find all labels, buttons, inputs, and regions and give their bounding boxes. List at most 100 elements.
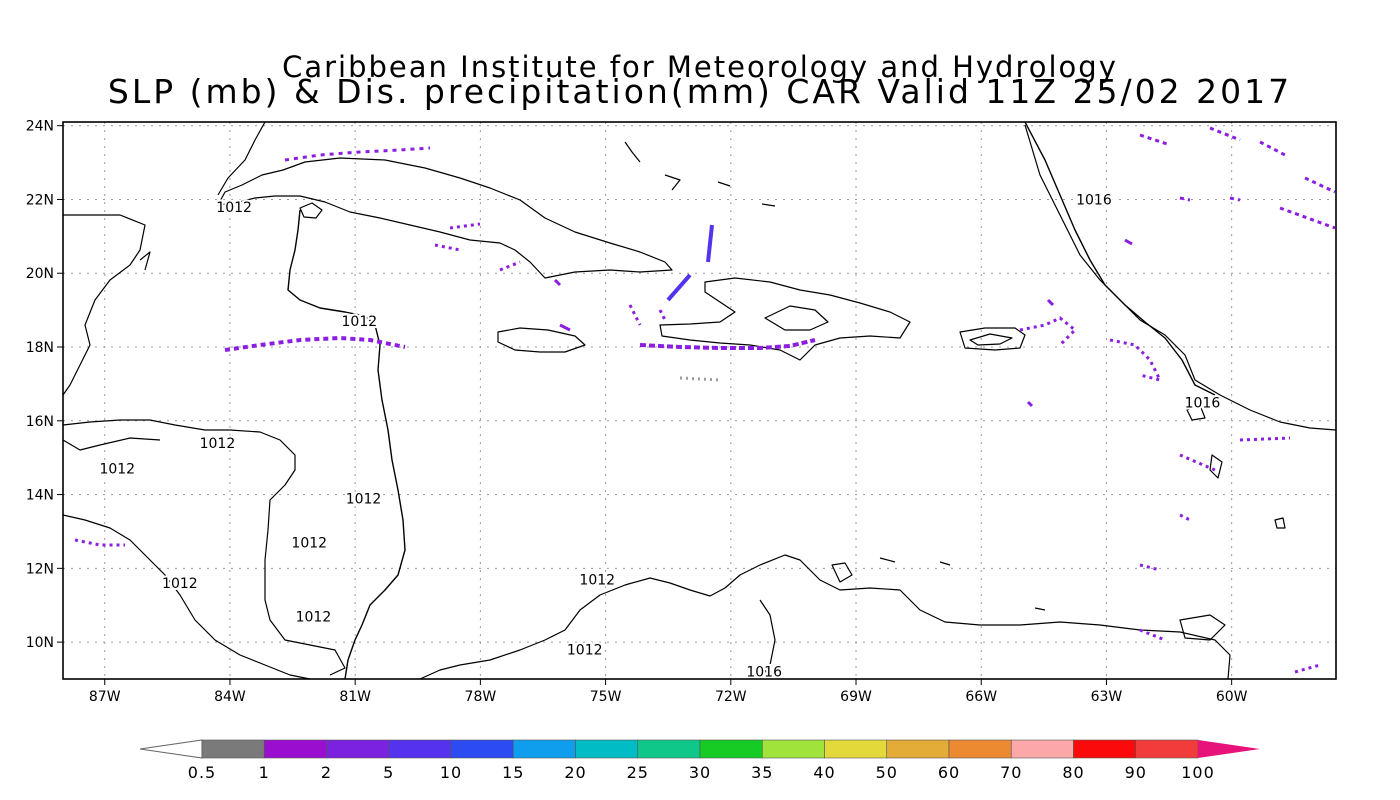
chart-subtitle: SLP (mb) & Dis. precipitation(mm) CAR Va… [107,72,1293,111]
coastline-hispaniola-inner [764,305,829,331]
precip-cuba-east [434,222,521,272]
coastline-bahamas-3 [717,181,731,187]
precipitation [74,126,1336,674]
colorbar-label: 100 [1181,763,1215,782]
coastline-lake-maracaibo [759,599,776,680]
colorbar-label: 35 [751,763,773,782]
coastline-trinidad [1179,614,1226,641]
colorbar-swatch [1135,739,1199,759]
colorbar-swatch [263,739,327,759]
colorbar-swatch [886,739,950,759]
precip-east-islands [1139,436,1321,674]
colorbar-label: 5 [383,763,394,782]
coastline-hispaniola [659,277,911,361]
coastline-florida-keys [217,121,266,196]
isobar-label: 1012 [291,536,327,552]
colorbar-label: 1 [259,763,270,782]
map-frame [62,121,1337,680]
coastline-abc-islands [879,557,1046,611]
colorbar-swatch [201,739,265,759]
isobar-label: 1012 [342,314,378,330]
colorbar-low-end [139,739,203,759]
isobar-label: 1012 [346,491,382,507]
coastline-yucatan [62,214,146,396]
coastline-jamaica [497,327,586,353]
lat-tick-label: 10N [26,635,54,651]
lat-tick-label: 22N [26,192,54,208]
precip-haiti-central [628,304,667,326]
precip-haiti-west [666,273,692,302]
lon-tick-label: 66W [965,689,997,705]
colorbar-swatch [326,739,390,759]
coastline-bahamas-4 [761,203,776,207]
lon-tick-label: 75W [590,689,622,705]
isobar-label: 1012 [216,200,252,216]
coastline-bahamas-1 [624,141,641,163]
isobar-1016-east [1024,121,1216,396]
colorbar-high-end [1198,740,1260,758]
colorbar-label: 25 [627,763,649,782]
lon-tick-label: 87W [89,689,121,705]
isobar-labels: 1012 1012 1012 1012 1012 1012 1012 1012 1012 1012… [97,190,1222,682]
colorbar-swatch [761,739,825,759]
coastline-central-america-pacific [62,514,311,680]
colorbar-swatch [575,739,639,759]
colorbar-label: 80 [1062,763,1084,782]
coastline-small-island-3 [1274,517,1286,529]
coastline-paraguana [831,562,853,583]
isobars [287,121,1216,680]
precip-lesser-antilles [1109,338,1163,383]
lon-tick-label: 81W [339,689,371,705]
lat-tick-label: 24N [26,119,54,135]
isobar-label: 1016 [1185,395,1221,411]
colorbar-swatch [512,739,576,759]
precip-haiti-south [639,338,816,350]
coastline-small-island-1 [1186,404,1206,421]
colorbar-label: 90 [1125,763,1147,782]
precip-ne-streaks [1139,126,1336,230]
coastline-bahamas-2 [664,174,681,191]
lon-tick-label: 69W [840,689,872,705]
lon-tick-label: 60W [1216,689,1248,705]
coastline-small-island-2 [1209,454,1223,479]
colorbar-label: 15 [502,763,524,782]
colorbar-label: 40 [813,763,835,782]
colorbar-label: 60 [938,763,960,782]
chart-title: Caribbean Institute for Meteorology and … [282,50,1118,84]
isobar-label: 1012 [296,609,332,625]
colorbar-label: 70 [1000,763,1022,782]
precip-cuba-north [284,146,431,162]
colorbar-label: 10 [440,763,462,782]
precip-honduras [74,538,125,547]
lat-tick-label: 18N [26,340,54,356]
coastline-puerto-rico [959,327,1026,351]
lat-tick-label: 16N [26,414,54,430]
precip-pr-east [1019,316,1078,347]
colorbar-swatch [388,739,452,759]
precip-jamaica-west [224,335,406,352]
lon-tick-label: 84W [214,689,246,705]
coastlines [62,121,1337,680]
axis-labels: 24N 22N 20N 18N 16N 14N 12N 10N 87W 84W 81W 78W 75W 7… [26,119,1248,705]
lat-tick-label: 14N [26,488,54,504]
isobar-label: 1012 [579,572,615,588]
isobar-label: 1016 [746,665,782,681]
colorbar-swatch [450,739,514,759]
precip-windward-passage [706,224,714,263]
isobar-label: 1012 [567,642,603,658]
coastline-atlantic-ridge [1024,124,1337,431]
isobar-label: 1016 [1076,192,1112,208]
coastline-honduras-north [62,419,346,676]
coastline-puerto-rico-inner [969,333,1013,346]
colorbar-swatch [824,739,888,759]
colorbar-swatch [1073,739,1137,759]
colorbar-label: 50 [876,763,898,782]
coastline-isla-juventud [299,202,323,219]
isobar-1012-west [287,209,406,680]
precip-south-haiti [679,376,721,382]
isobar-label: 1012 [162,576,198,592]
coastline-colombia [419,554,1231,680]
colorbar-label: 30 [689,763,711,782]
lat-tick-label: 12N [26,561,54,577]
precip-misc [553,238,1133,408]
